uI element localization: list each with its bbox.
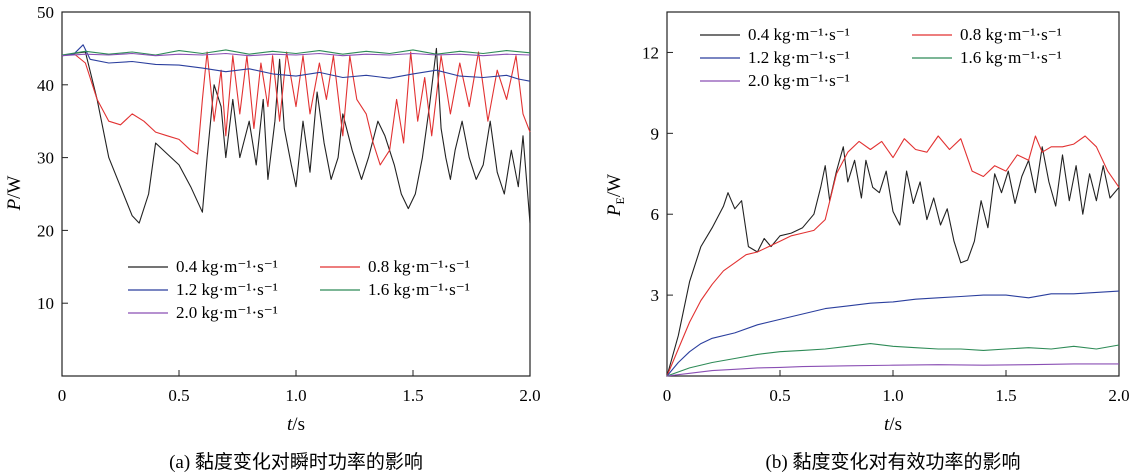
- panel-a-xlabel: t/s: [287, 414, 305, 435]
- panel-a-series-line-2: [61, 51, 531, 166]
- panel-a-xtick-label: 0: [58, 386, 67, 405]
- panel-b-legend-label: 2.0 kg·m⁻¹·s⁻¹: [748, 71, 850, 90]
- panel-b-legend: 0.4 kg·m⁻¹·s⁻¹ 0.8 kg·m⁻¹·s⁻¹ 1.2 kg·m⁻¹·s…: [700, 25, 1062, 90]
- panel-b-ytick-label: 3: [651, 286, 660, 305]
- panel-b-ytick-label: 12: [642, 43, 659, 62]
- panel-a-legend-label: 0.4 kg·m⁻¹·s⁻¹: [176, 257, 278, 276]
- panel-a-ytick-label: 50: [37, 3, 54, 22]
- panel-a-xtick-label: 2.0: [519, 386, 540, 405]
- panel-a-chart: 0 0.5 1.0 1.5 2.0 10 20 30 40 50 P/W t/s 0.4 kg·m…: [4, 3, 541, 473]
- panel-a-xtick-label: 1.5: [402, 386, 423, 405]
- panel-b-chart: 0 0.5 1.0 1.5 2.0 3 6 9 12 PE/W t/s 0.4 kg·m⁻¹·s…: [604, 11, 1130, 473]
- panel-b-legend-label: 1.6 kg·m⁻¹·s⁻¹: [960, 48, 1062, 67]
- panel-a-series-line-4: [61, 49, 531, 56]
- panel-a-legend-label: 1.6 kg·m⁻¹·s⁻¹: [368, 280, 470, 299]
- panel-a-series-line-3: [61, 44, 531, 82]
- panel-b-ytick-label: 6: [651, 205, 660, 224]
- panel-a-ytick-label: 30: [37, 149, 54, 168]
- panel-a-xtick-label: 0.5: [168, 386, 189, 405]
- panel-b-series-line-2: [666, 135, 1120, 377]
- panel-b-series-line-1: [666, 146, 1120, 377]
- panel-a-legend-label: 1.2 kg·m⁻¹·s⁻¹: [176, 280, 278, 299]
- panel-b-legend-label: 0.4 kg·m⁻¹·s⁻¹: [748, 25, 850, 44]
- panel-a-caption: (a) 黏度变化对瞬时功率的影响: [169, 451, 423, 473]
- panel-a-ytick-label: 10: [37, 294, 54, 313]
- panel-b-caption: (b) 黏度变化对有效功率的影响: [766, 451, 1021, 473]
- panel-a-ytick-label: 20: [37, 221, 54, 240]
- panel-b-series-line-5: [666, 363, 1119, 377]
- panel-a-xtick-label: 1.0: [285, 386, 306, 405]
- panel-b-xtick-label: 1.0: [882, 386, 903, 405]
- panel-b-xtick-label: 0: [663, 386, 672, 405]
- panel-b-xtick-label: 1.5: [995, 386, 1016, 405]
- panel-a-series-line-1: [61, 47, 531, 224]
- panel-b-legend-label: 1.2 kg·m⁻¹·s⁻¹: [748, 48, 850, 67]
- panel-a-frame: [61, 11, 531, 377]
- panel-a-ylabel: P/W: [4, 176, 25, 212]
- panel-a-legend-label: 0.8 kg·m⁻¹·s⁻¹: [368, 257, 470, 276]
- panel-a-legend-label: 2.0 kg·m⁻¹·s⁻¹: [176, 303, 278, 322]
- panel-a-series-line-5: [61, 52, 531, 57]
- panel-b-ylabel: PE/W: [604, 174, 627, 217]
- panel-b-xtick-label: 0.5: [769, 386, 790, 405]
- panel-b-xtick-label: 2.0: [1108, 386, 1129, 405]
- panel-b-legend-label: 0.8 kg·m⁻¹·s⁻¹: [960, 25, 1062, 44]
- panel-b-ytick-label: 9: [651, 124, 660, 143]
- panel-a-legend: 0.4 kg·m⁻¹·s⁻¹ 0.8 kg·m⁻¹·s⁻¹ 1.2 kg·m⁻¹·s…: [128, 257, 470, 322]
- panel-b-series-line-4: [666, 343, 1120, 377]
- panel-a-ytick-label: 40: [37, 76, 54, 95]
- panel-b-xlabel: t/s: [884, 414, 902, 435]
- panel-b-series-line-3: [666, 290, 1120, 377]
